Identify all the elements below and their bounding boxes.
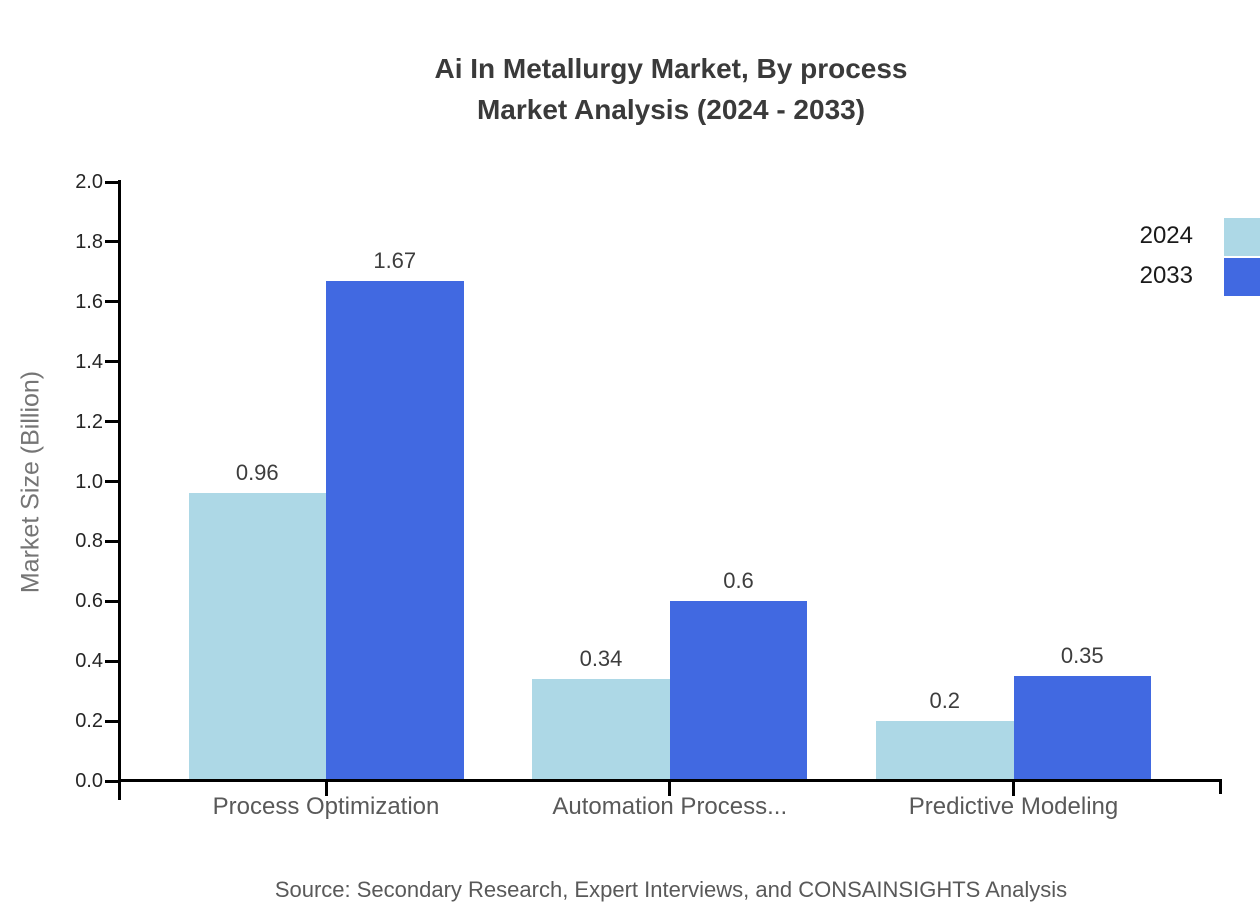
y-tick-label: 1.4 (75, 350, 103, 373)
y-tick (105, 480, 118, 483)
y-axis-title: Market Size (Billion) (16, 370, 45, 594)
y-tick-label: 1.0 (75, 470, 103, 493)
bar-2024-3 (876, 721, 1014, 779)
y-tick-label: 1.8 (75, 230, 103, 253)
y-axis-line (118, 180, 121, 800)
y-tick-label: 0.6 (75, 590, 103, 613)
source-text: Source: Secondary Research, Expert Inter… (274, 877, 1068, 902)
y-tick-label: 2.0 (75, 171, 103, 193)
value-label: 0.34 (579, 646, 623, 672)
y-tick (105, 659, 118, 663)
legend-swatch-2033 (1224, 258, 1260, 296)
y-tick (105, 539, 118, 543)
x-axis-end-tick (1219, 779, 1222, 794)
legend-swatch-2024 (1224, 218, 1260, 256)
x-axis-category-label: Predictive Modeling (908, 793, 1119, 820)
x-axis-category-label: Process Optimization (212, 793, 440, 820)
bar-2033-2 (669, 601, 808, 779)
value-label: 0.35 (1060, 643, 1104, 669)
value-label: 0.6 (723, 568, 754, 594)
value-label: 0.96 (235, 460, 279, 486)
y-tick (105, 420, 118, 424)
x-axis-line (118, 779, 1222, 782)
bar-2033-3 (1013, 676, 1151, 779)
y-tick-label: 0.8 (75, 530, 103, 553)
y-tick-label: 0.4 (75, 650, 103, 673)
y-tick (105, 719, 118, 723)
bar-2024-1 (188, 493, 326, 779)
y-tick (105, 599, 118, 603)
y-tick (105, 240, 118, 244)
y-tick-label: 1.2 (75, 410, 103, 433)
legend-label-2024: 2024 (1139, 222, 1193, 249)
x-axis-category-label: Automation Process... (552, 793, 788, 820)
y-tick (105, 300, 118, 304)
y-tick (105, 779, 118, 783)
x-tick (324, 779, 328, 796)
y-tick-label: 0.0 (75, 770, 103, 792)
chart-title-line1: Ai In Metallurgy Market, By process (434, 53, 908, 84)
x-tick (1012, 779, 1015, 796)
legend-label-2033: 2033 (1139, 262, 1193, 289)
y-tick-label: 1.6 (75, 290, 103, 313)
x-tick (668, 779, 672, 796)
value-label: 0.2 (929, 688, 961, 714)
chart-title: Ai In Metallurgy Market, By process Mark… (120, 48, 1222, 130)
bar-2033-1 (326, 280, 464, 779)
bar-2024-2 (532, 679, 670, 779)
y-tick (105, 360, 118, 364)
value-label: 1.67 (373, 247, 417, 273)
y-tick (105, 180, 118, 184)
chart-title-line2: Market Analysis (2024 - 2033) (476, 94, 866, 125)
y-tick-label: 0.2 (75, 710, 103, 733)
